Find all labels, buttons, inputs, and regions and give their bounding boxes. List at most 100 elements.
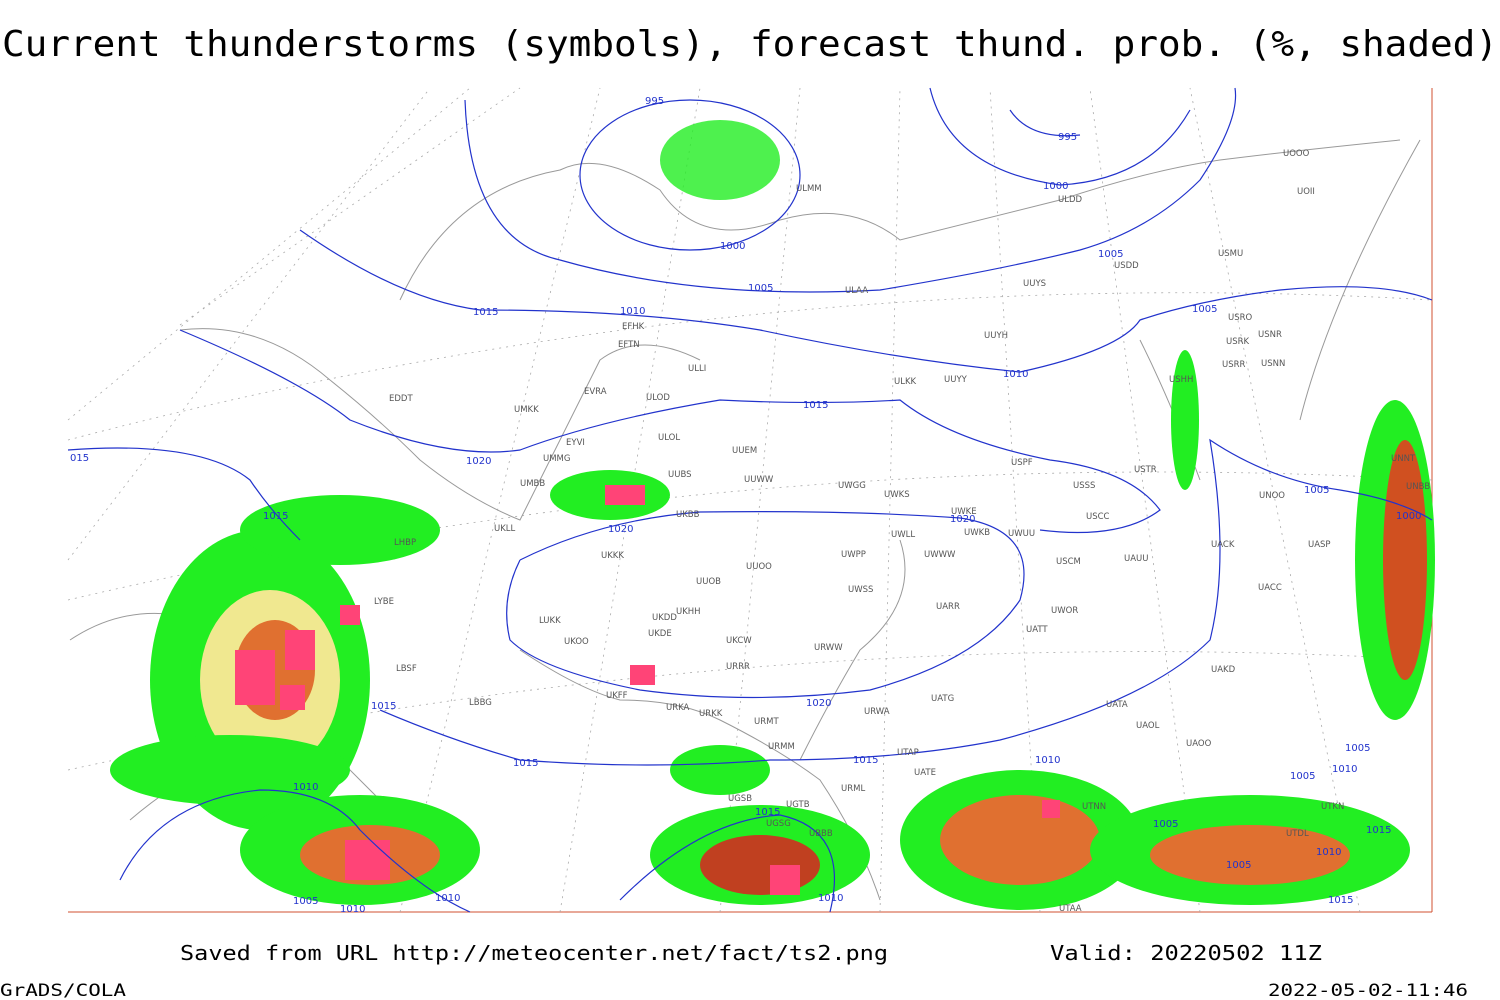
isobar-label: 1010 <box>435 893 460 904</box>
station-label: UWKE <box>951 507 977 517</box>
station-label: UKOO <box>564 637 589 647</box>
station-label: USHH <box>1169 375 1193 385</box>
isobar-label: 1010 <box>1003 369 1028 380</box>
isobar-label: 995 <box>645 96 664 107</box>
station-label: UASP <box>1308 540 1331 550</box>
isobar-label: 1015 <box>513 758 538 769</box>
isobar-label: 1015 <box>755 807 780 818</box>
station-label: UGTB <box>786 800 810 810</box>
station-label: UWWW <box>924 550 956 560</box>
station-label: EYVI <box>566 438 585 448</box>
station-label: UBBB <box>809 829 833 839</box>
isobar-label: 1005 <box>748 283 773 294</box>
station-label: UKDE <box>648 629 672 639</box>
station-label: USMU <box>1218 249 1243 259</box>
probability-shading <box>110 120 1435 910</box>
station-label: URMM <box>768 742 795 752</box>
station-label: URKK <box>699 709 723 719</box>
station-label: LHBP <box>394 538 416 548</box>
station-label: UUWW <box>744 475 774 485</box>
station-label: USCC <box>1086 512 1110 522</box>
isobar-label: 1000 <box>720 241 745 252</box>
timestamp: 2022-05-02-11:46 <box>1268 981 1468 1000</box>
station-label: UUOB <box>696 577 721 587</box>
graticule <box>67 87 1433 913</box>
station-label: ULOD <box>646 393 670 403</box>
station-label: ULAA <box>845 286 868 296</box>
isobar-label: 1010 <box>1035 755 1060 766</box>
station-label: UAOL <box>1136 721 1160 731</box>
map: 995 995 1000 1000 1005 1005 1005 1005 1000 1010 10… <box>67 87 1435 915</box>
station-label: UUYY <box>944 375 968 385</box>
station-label: UNOO <box>1259 491 1285 501</box>
station-label: UAUU <box>1124 554 1148 564</box>
isobars <box>67 87 1433 913</box>
station-label: UMMG <box>543 454 570 464</box>
isobar-label: 1005 <box>1192 304 1217 315</box>
station-label: URWA <box>864 707 890 717</box>
station-label: UKBB <box>676 510 700 520</box>
station-label: UWUU <box>1008 529 1035 539</box>
station-label: URKA <box>666 703 690 713</box>
station-label: UWPP <box>841 550 866 560</box>
isobar-label: 1010 <box>340 904 365 915</box>
isobar-label: 1010 <box>1332 764 1357 775</box>
isobar-label: 1005 <box>293 896 318 907</box>
station-label: UWKS <box>884 490 910 500</box>
station-label: UMBB <box>520 479 545 489</box>
station-label: UWSS <box>848 585 873 595</box>
isobar-label: 1020 <box>806 698 831 709</box>
isobar-label: 1005 <box>1226 860 1251 871</box>
station-label: UWGG <box>838 481 866 491</box>
station-label: USNR <box>1258 330 1282 340</box>
isobar-label: 1000 <box>1396 511 1421 522</box>
isobar-label: 1010 <box>620 306 645 317</box>
station-label: UUOO <box>746 562 772 572</box>
station-label: UWLL <box>891 530 915 540</box>
station-label: UUBS <box>668 470 692 480</box>
station-label: LUKK <box>539 616 561 626</box>
station-label: UAKD <box>1211 665 1236 675</box>
station-label: UKHH <box>676 607 701 617</box>
station-label: LYBE <box>374 597 394 607</box>
station-label: EFHK <box>622 322 645 332</box>
isobar-label: 1015 <box>473 307 498 318</box>
station-label: USSS <box>1073 481 1095 491</box>
isobar-labels: 995 995 1000 1000 1005 1005 1005 1005 1000 1010 10… <box>70 96 1421 915</box>
station-label: UATA <box>1106 700 1128 710</box>
isobar-label: 1015 <box>853 755 878 766</box>
station-label: UTDL <box>1286 829 1309 839</box>
station-label: UKFF <box>606 691 628 701</box>
station-label: UOOO <box>1283 149 1310 159</box>
isobar-label: 1015 <box>263 511 288 522</box>
station-label: UAOO <box>1186 739 1212 749</box>
isobar-label: 1020 <box>608 524 633 535</box>
isobar-label: 1015 <box>1366 825 1391 836</box>
station-labels: UOOO UOII ULDD ULMM USMU USDD ULAA UUYS USRO USRK… <box>374 149 1430 914</box>
station-label: UUYH <box>984 331 1008 341</box>
isobar-label: 1010 <box>1316 847 1341 858</box>
station-label: UKCW <box>726 636 752 646</box>
station-label: USDD <box>1114 261 1139 271</box>
station-label: USCM <box>1056 557 1081 567</box>
station-label: ULKK <box>894 377 917 387</box>
station-label: URWW <box>814 643 843 653</box>
station-label: EDDT <box>389 394 413 404</box>
station-label: UGSB <box>728 794 752 804</box>
station-label: USNN <box>1261 359 1285 369</box>
station-label: ULLI <box>688 364 706 374</box>
station-label: UMKK <box>514 405 539 415</box>
isobar-label: 1015 <box>803 400 828 411</box>
station-label: UKDD <box>652 613 677 623</box>
title: Current thunderstorms (symbols), forecas… <box>2 24 1498 65</box>
isobar-label: 1005 <box>1304 485 1329 496</box>
station-label: URMT <box>754 717 779 727</box>
station-label: ULDD <box>1058 195 1083 205</box>
station-label: UTKN <box>1321 802 1344 812</box>
station-label: UACC <box>1258 583 1282 593</box>
isobar-label: 1015 <box>1328 895 1353 906</box>
station-label: UKKK <box>601 551 624 561</box>
station-label: UUEM <box>732 446 757 456</box>
